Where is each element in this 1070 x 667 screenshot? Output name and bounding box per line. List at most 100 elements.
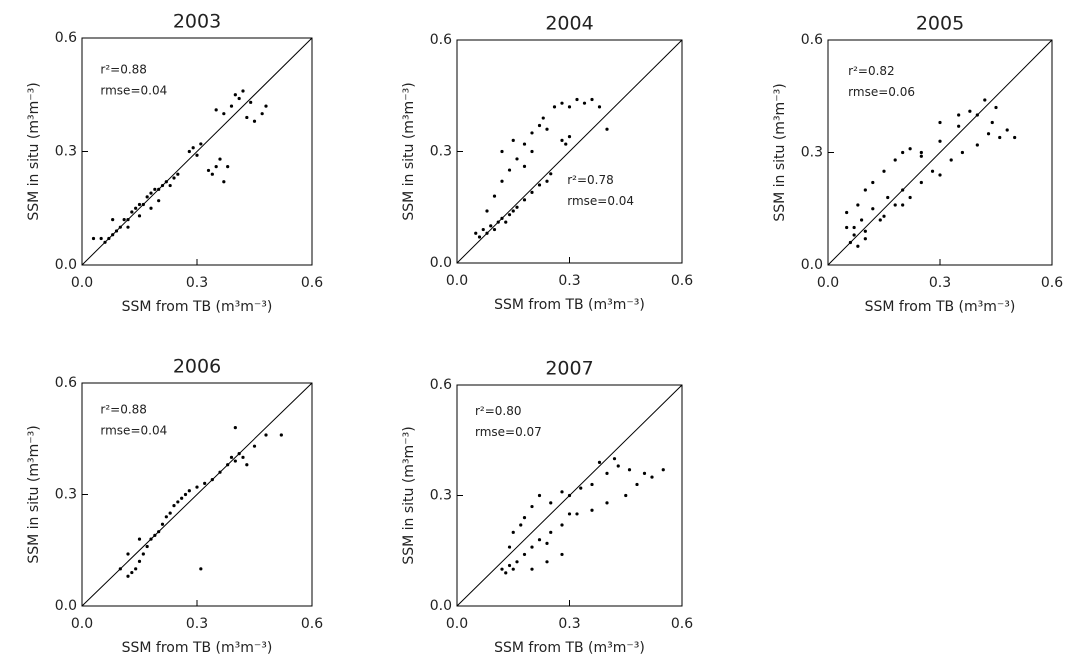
point <box>863 188 867 192</box>
point <box>118 567 122 571</box>
point <box>111 218 115 222</box>
point <box>111 233 115 237</box>
point <box>579 486 583 490</box>
y-tick-label: 0.6 <box>430 377 452 393</box>
point <box>567 493 572 498</box>
annotation: rmse=0.04 <box>100 83 167 97</box>
point <box>575 97 579 102</box>
point <box>504 220 508 224</box>
y-axis-label: SSM in situ (m³m⁻³) <box>26 82 42 220</box>
x-tick-label: 0.3 <box>929 275 951 291</box>
point <box>226 463 230 467</box>
point <box>624 493 628 498</box>
x-tick-label: 0.6 <box>301 275 323 291</box>
point <box>930 169 935 173</box>
point <box>249 100 253 104</box>
point <box>511 567 515 571</box>
point <box>650 475 654 479</box>
y-tick-label: 0.6 <box>430 32 452 48</box>
point <box>474 231 478 235</box>
annotation: r²=0.80 <box>475 404 522 418</box>
point <box>141 552 145 556</box>
y-axis-label: SSM in situ (m³m⁻³) <box>401 82 417 220</box>
point <box>522 198 527 202</box>
point <box>241 89 245 93</box>
x-tick-label: 0.0 <box>71 616 93 632</box>
point <box>164 515 168 519</box>
annotation: rmse=0.04 <box>567 194 634 208</box>
point <box>983 98 987 102</box>
point <box>549 530 553 534</box>
point <box>134 567 138 571</box>
point <box>218 157 222 161</box>
point <box>134 206 138 210</box>
point <box>938 173 942 177</box>
point <box>856 203 860 207</box>
point <box>893 203 897 207</box>
point <box>590 482 594 487</box>
point <box>1013 135 1017 140</box>
point <box>157 199 161 203</box>
point <box>176 172 180 176</box>
panel-title: 2007 <box>545 358 593 380</box>
point <box>237 96 241 101</box>
x-tick-label: 0.0 <box>446 273 468 289</box>
point <box>500 179 504 183</box>
point <box>845 225 849 230</box>
point <box>530 149 534 154</box>
x-axis-label: SSM from TB (m³m⁻³) <box>122 299 273 315</box>
point <box>507 545 512 549</box>
point <box>130 210 134 214</box>
point <box>99 236 103 241</box>
y-axis-label: SSM in situ (m³m⁻³) <box>401 426 417 564</box>
point <box>511 138 515 142</box>
point <box>863 237 867 241</box>
point <box>886 195 890 200</box>
point <box>919 154 923 158</box>
y-axis-label: SSM in situ (m³m⁻³) <box>772 83 788 221</box>
point <box>545 560 549 564</box>
y-tick-label: 0.3 <box>55 144 77 160</box>
point <box>612 457 617 461</box>
point <box>515 205 519 209</box>
panel: 2003 0.0 0.3 0.6 0.0 0.3 0.6 SSM from TB (m³m⁻³… <box>26 11 323 316</box>
point <box>141 202 145 207</box>
point <box>560 490 564 494</box>
point <box>882 169 886 173</box>
point <box>882 214 886 218</box>
point <box>852 233 856 237</box>
point <box>908 195 912 200</box>
point <box>949 158 953 162</box>
one-to-one-line <box>81 382 313 607</box>
point <box>126 574 130 578</box>
point <box>642 471 647 475</box>
point <box>126 552 130 556</box>
point <box>635 482 639 487</box>
panel-title: 2005 <box>916 13 964 35</box>
point <box>195 153 199 157</box>
point <box>264 104 268 108</box>
point <box>878 218 882 222</box>
point <box>919 180 923 185</box>
point <box>145 544 149 549</box>
x-axis-label: SSM from TB (m³m⁻³) <box>494 297 645 313</box>
point <box>180 496 184 500</box>
point <box>500 567 504 571</box>
point <box>537 538 542 542</box>
y-tick-label: 0.3 <box>430 488 452 504</box>
point <box>522 164 527 168</box>
point <box>504 571 508 575</box>
y-tick-label: 0.6 <box>55 375 77 391</box>
point <box>222 112 226 116</box>
point <box>149 206 153 210</box>
point <box>575 512 579 516</box>
point <box>530 131 534 135</box>
y-tick-label: 0.3 <box>801 145 823 161</box>
point <box>990 120 994 125</box>
point <box>530 190 534 194</box>
point <box>901 150 905 155</box>
y-axis-label: SSM in situ (m³m⁻³) <box>26 425 42 563</box>
point <box>477 235 482 239</box>
annotation: rmse=0.04 <box>100 423 167 437</box>
point <box>511 530 515 534</box>
